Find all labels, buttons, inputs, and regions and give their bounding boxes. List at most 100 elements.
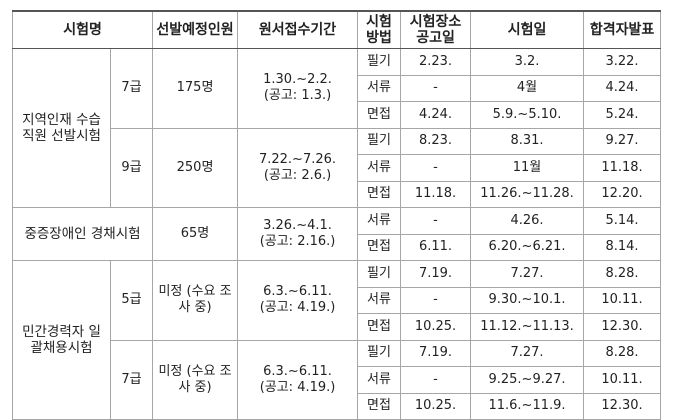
announcement-date: (공고: 4.19.) [259, 379, 336, 395]
exam-date: 11.12.~11.13. [470, 313, 585, 341]
table-row: 9급 250명 7.22.~7.26. (공고: 2.6.) 필기 8.23. 8.31. 9… [13, 127, 662, 208]
result-date: 8.28. [583, 339, 662, 367]
header-cell: 시험방법 [357, 10, 402, 49]
exam-date: 11.6.~11.9. [470, 392, 585, 420]
method: 필기 [357, 48, 402, 76]
method: 서류 [357, 74, 402, 102]
result-date: 5.14. [583, 207, 662, 235]
venue-notice-date: 4.24. [400, 101, 472, 129]
schedule-table: 시험명 선발예정인원 원서접수기간 시험방법 시험장소공고일 시험일 합격자발표 지역인재 … [11, 10, 662, 420]
header-cell: 시험명 [11, 10, 154, 49]
result-date: 8.14. [583, 233, 662, 261]
exam-date: 5.9.~5.10. [470, 101, 585, 129]
application-period-cell: 1.30.~2.2. (공고: 1.3.) [237, 48, 359, 129]
table-body: 지역인재 수습직원 선발시험 7급 175명 1.30.~2.2. (공고: 1.3.)… [11, 48, 662, 420]
quota: 65명 [152, 207, 239, 261]
application-period-cell: 3.26.~4.1. (공고: 2.16.) [237, 207, 359, 261]
quota: 250명 [152, 127, 239, 208]
application-period-cell: 6.3.~6.11. (공고: 4.19.) [237, 339, 359, 420]
application-period-cell: 6.3.~6.11. (공고: 4.19.) [237, 260, 359, 341]
venue-notice-date: - [400, 207, 472, 235]
venue-notice-date: 2.23. [400, 48, 472, 76]
announcement-date: (공고: 1.3.) [263, 88, 332, 104]
grade: 7급 [109, 48, 154, 129]
application-period: 6.3.~6.11. [263, 284, 332, 300]
table-row: 7급 미정 (수요 조사 중) 6.3.~6.11. (공고: 4.19.) 필기 7.1… [13, 339, 662, 420]
venue-notice-date: - [400, 286, 472, 314]
table-row: 민간경력자 일괄채용시험 5급 미정 (수요 조사 중) 6.3.~6.11. (공고:… [12, 260, 662, 420]
venue-notice-date: 10.25. [400, 313, 472, 341]
method: 필기 [357, 127, 402, 155]
venue-notice-date: - [400, 154, 472, 182]
exam-date: 11.26.~11.28. [470, 180, 585, 208]
method: 서류 [357, 154, 402, 182]
application-period: 7.22.~7.26. [258, 151, 337, 167]
grade: 5급 [109, 260, 154, 341]
exam-date: 4월 [470, 74, 585, 102]
header-cell: 시험장소공고일 [400, 10, 472, 49]
application-period-cell: 7.22.~7.26. (공고: 2.6.) [237, 127, 359, 208]
result-date: 3.22. [583, 48, 662, 76]
page: 시험명 선발예정인원 원서접수기간 시험방법 시험장소공고일 시험일 합격자발표 지역인재 … [11, 10, 662, 420]
quota: 미정 (수요 조사 중) [152, 260, 239, 341]
result-date: 11.18. [583, 154, 662, 182]
application-period: 3.26.~4.1. [263, 218, 332, 233]
exam-name: 중증장애인 경채시험 [11, 207, 154, 261]
exam-date: 9.30.~10.1. [470, 286, 585, 314]
table-row: 서류 -9.30.~10.1. 10.11. [13, 286, 662, 314]
exam-date: 9.25.~9.27. [470, 366, 585, 394]
result-date: 10.11. [583, 366, 662, 394]
venue-notice-date: 7.19. [400, 339, 472, 367]
grade: 9급 [109, 127, 154, 208]
result-date: 4.24. [583, 74, 662, 102]
header-cell: 원서접수기간 [237, 10, 359, 49]
result-date: 5.24. [583, 101, 662, 129]
method: 면접 [357, 313, 402, 341]
announcement-date: (공고: 2.6.) [263, 167, 332, 183]
table-row: 중증장애인 경채시험 65명 3.26.~4.1. (공고: 2.16.) 서류 -4.2… [11, 207, 662, 261]
result-date: 10.11. [583, 286, 662, 314]
method: 면접 [357, 101, 402, 129]
method: 서류 [357, 286, 402, 314]
result-date: 9.27. [583, 127, 662, 155]
application-period: 6.3.~6.11. [263, 363, 332, 379]
venue-notice-date: 6.11. [400, 233, 472, 261]
venue-notice-date: 11.18. [400, 180, 472, 208]
method: 서류 [357, 366, 402, 394]
venue-notice-date: 7.19. [400, 260, 472, 288]
quota: 미정 (수요 조사 중) [152, 339, 239, 420]
table-row: 면접 6.11. 6.20.~6.21. 8.14. [13, 233, 662, 261]
method: 면접 [357, 392, 402, 420]
announcement-date: (공고: 4.19.) [259, 300, 336, 316]
header-cell: 시험일 [470, 10, 585, 49]
application-period: 1.30.~2.2. [263, 72, 332, 88]
method: 면접 [357, 180, 402, 208]
venue-notice-date: 10.25. [400, 392, 472, 420]
result-date: 12.20. [583, 180, 662, 208]
exam-name: 민간경력자 일괄채용시험 [12, 260, 111, 420]
method: 서류 [357, 207, 402, 235]
grade: 7급 [109, 339, 154, 420]
result-date: 12.30. [583, 392, 662, 420]
table-row: 면접 4.24. 5.9.~5.10. 5.24. [13, 101, 662, 129]
table-row: 서류 -11월 11.18. [13, 154, 662, 182]
exam-date: 8.31. [470, 127, 585, 155]
announcement-date: (공고: 2.16.) [259, 234, 336, 249]
result-date: 12.30. [583, 313, 662, 341]
header-cell: 선발예정인원 [152, 10, 239, 49]
table-row: 지역인재 수습직원 선발시험 7급 175명 1.30.~2.2. (공고: 1.3.)… [12, 48, 662, 208]
method: 필기 [357, 260, 402, 288]
exam-date: 11월 [470, 154, 585, 182]
venue-notice-date: 8.23. [400, 127, 472, 155]
table-row: 면접 11.18. 11.26.~11.28. 12.20. [13, 180, 662, 208]
exam-date: 7.27. [470, 339, 585, 367]
venue-notice-date: - [400, 366, 472, 394]
exam-date: 7.27. [470, 260, 585, 288]
quota: 175명 [152, 48, 239, 129]
exam-date: 4.26. [470, 207, 585, 235]
exam-date: 6.20.~6.21. [470, 233, 585, 261]
header-cell: 합격자발표 [583, 10, 662, 49]
header-row: 시험명 선발예정인원 원서접수기간 시험방법 시험장소공고일 시험일 합격자발표 [11, 10, 662, 49]
method: 면접 [357, 233, 402, 261]
exam-date: 3.2. [470, 48, 585, 76]
